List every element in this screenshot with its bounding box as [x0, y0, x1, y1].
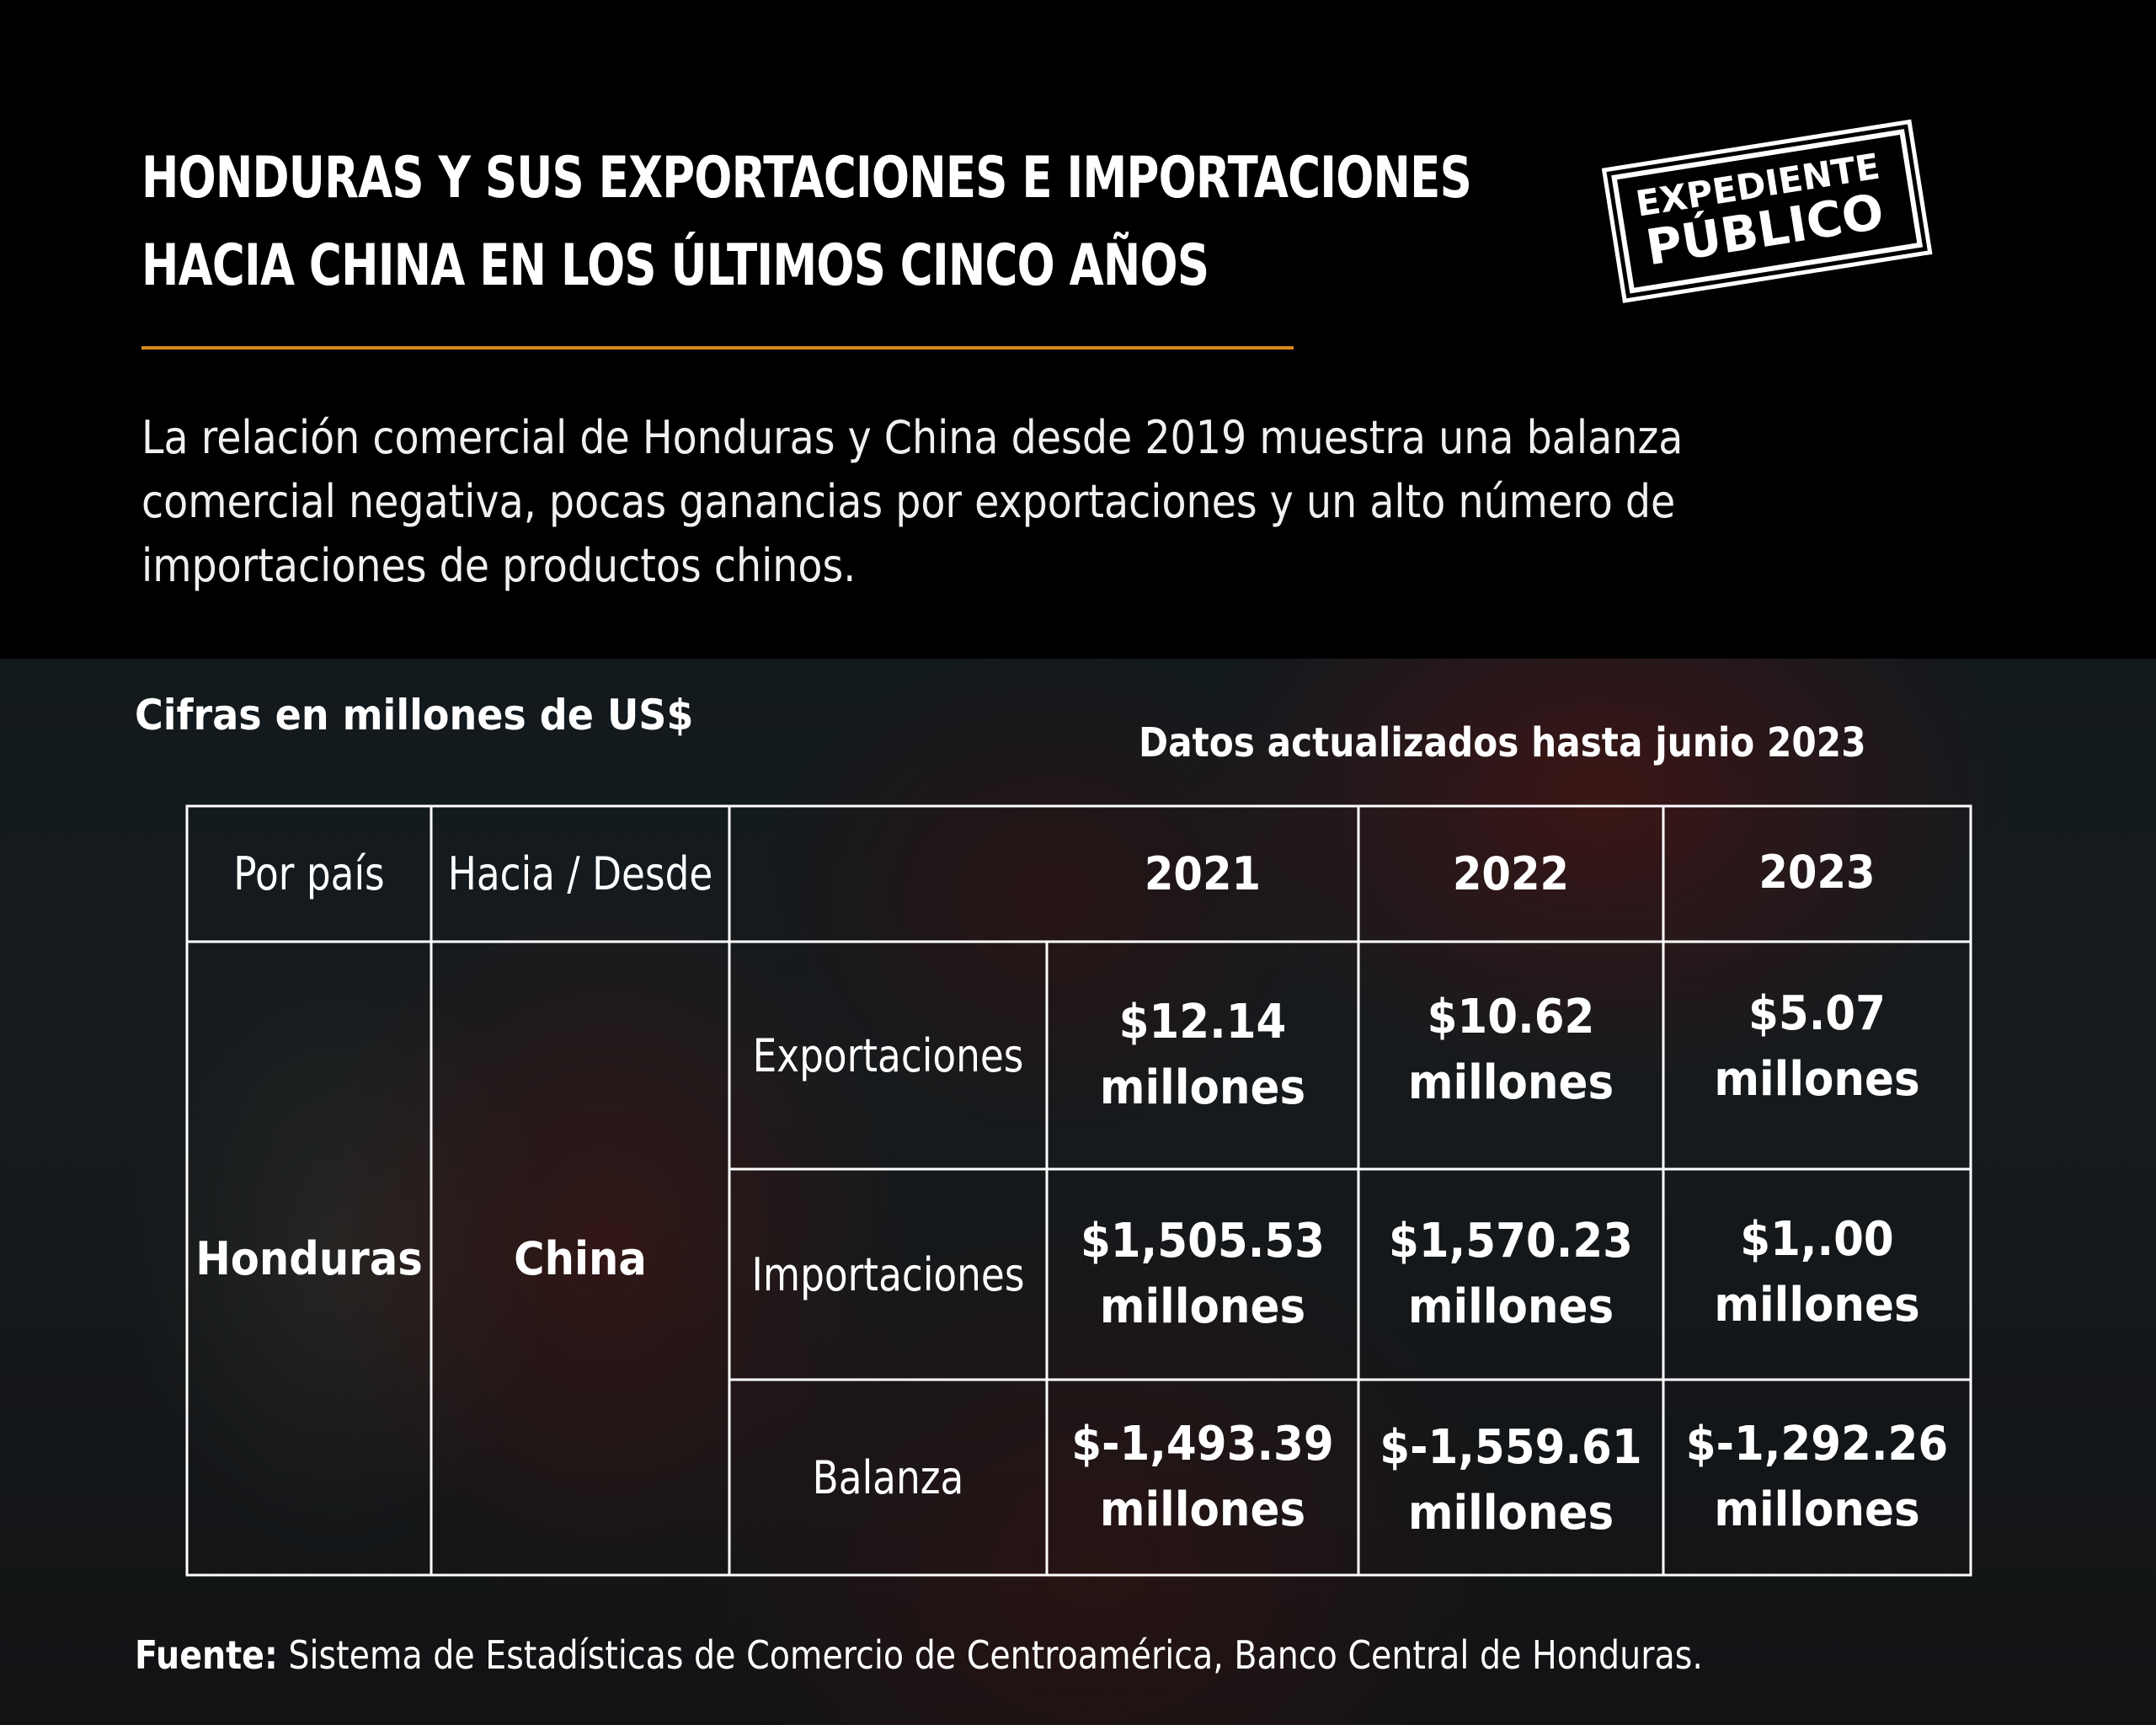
source-label: Fuente: [135, 1632, 278, 1678]
value-exportaciones-2021: $12.14 millones [1059, 942, 1346, 1169]
value-unit: millones [1714, 1278, 1920, 1332]
header-panel: HONDURAS Y SUS EXPORTACIONES E IMPORTACI… [0, 0, 2156, 659]
title-line-1: HONDURAS Y SUS EXPORTACIONES E IMPORTACI… [141, 145, 1472, 211]
header-year-2023: 2023 [1758, 846, 1876, 899]
value-balanza-2022: $-1,559.61 millones [1370, 1380, 1651, 1582]
value-unit: millones [1407, 1279, 1614, 1334]
value-unit: millones [1714, 1052, 1920, 1107]
row-label-importaciones: Importaciones [751, 1247, 1025, 1301]
value-importaciones-2022: $1,570.23 millones [1370, 1169, 1651, 1380]
value-amount: $12.14 [1118, 995, 1287, 1049]
header-year-2022: 2022 [1452, 847, 1570, 900]
value-unit: millones [1714, 1482, 1920, 1537]
value-importaciones-2021: $1,505.53 millones [1059, 1169, 1346, 1380]
value-unit: millones [1407, 1486, 1614, 1541]
updated-note: Datos actualizados hasta junio 2023 [1139, 719, 1866, 766]
value-exportaciones-2023: $5.07 millones [1676, 942, 1959, 1152]
value-amount: $1,505.53 [1080, 1214, 1326, 1268]
background-photo-cargo-crates [0, 659, 2156, 1725]
value-unit: millones [1099, 1279, 1306, 1334]
page-title: HONDURAS Y SUS EXPORTACIONES E IMPORTACI… [141, 135, 1472, 310]
header-hacia-desde: Hacia / Desde [447, 847, 713, 900]
units-note: Cifras en millones de US$ [135, 691, 694, 740]
photo-dark-overlay [0, 659, 2156, 1725]
value-amount: $5.07 [1748, 986, 1886, 1041]
country-honduras: Honduras [195, 1231, 423, 1285]
value-amount: $1,570.23 [1388, 1214, 1634, 1268]
header-por-pais: Por país [233, 847, 385, 900]
row-label-balanza: Balanza [812, 1450, 964, 1504]
value-amount: $-1,493.39 [1071, 1417, 1334, 1471]
value-importaciones-2023: $1,.00 millones [1676, 1169, 1959, 1376]
source-text: Sistema de Estadísticas de Comercio de C… [277, 1632, 1703, 1678]
title-divider [141, 346, 1294, 350]
value-balanza-2021: $-1,493.39 millones [1059, 1380, 1346, 1575]
value-amount: $-1,292.26 [1685, 1417, 1949, 1471]
header-year-2021: 2021 [1144, 847, 1262, 900]
intro-paragraph: La relación comercial de Honduras y Chin… [141, 411, 1684, 592]
source-note: Fuente: Sistema de Estadísticas de Comer… [135, 1632, 1703, 1678]
value-unit: millones [1099, 1060, 1306, 1115]
partner-china: China [514, 1231, 647, 1285]
value-unit: millones [1407, 1055, 1614, 1110]
value-exportaciones-2022: $10.62 millones [1370, 942, 1651, 1159]
value-amount: $-1,559.61 [1380, 1420, 1642, 1475]
value-balanza-2023: $-1,292.26 millones [1676, 1380, 1959, 1575]
value-amount: $10.62 [1427, 990, 1595, 1044]
title-line-2: HACIA CHINA EN LOS ÚLTIMOS CINCO AÑOS [141, 232, 1209, 299]
value-unit: millones [1099, 1482, 1306, 1537]
row-label-exportaciones: Exportaciones [752, 1028, 1024, 1082]
value-amount: $1,.00 [1740, 1212, 1894, 1267]
